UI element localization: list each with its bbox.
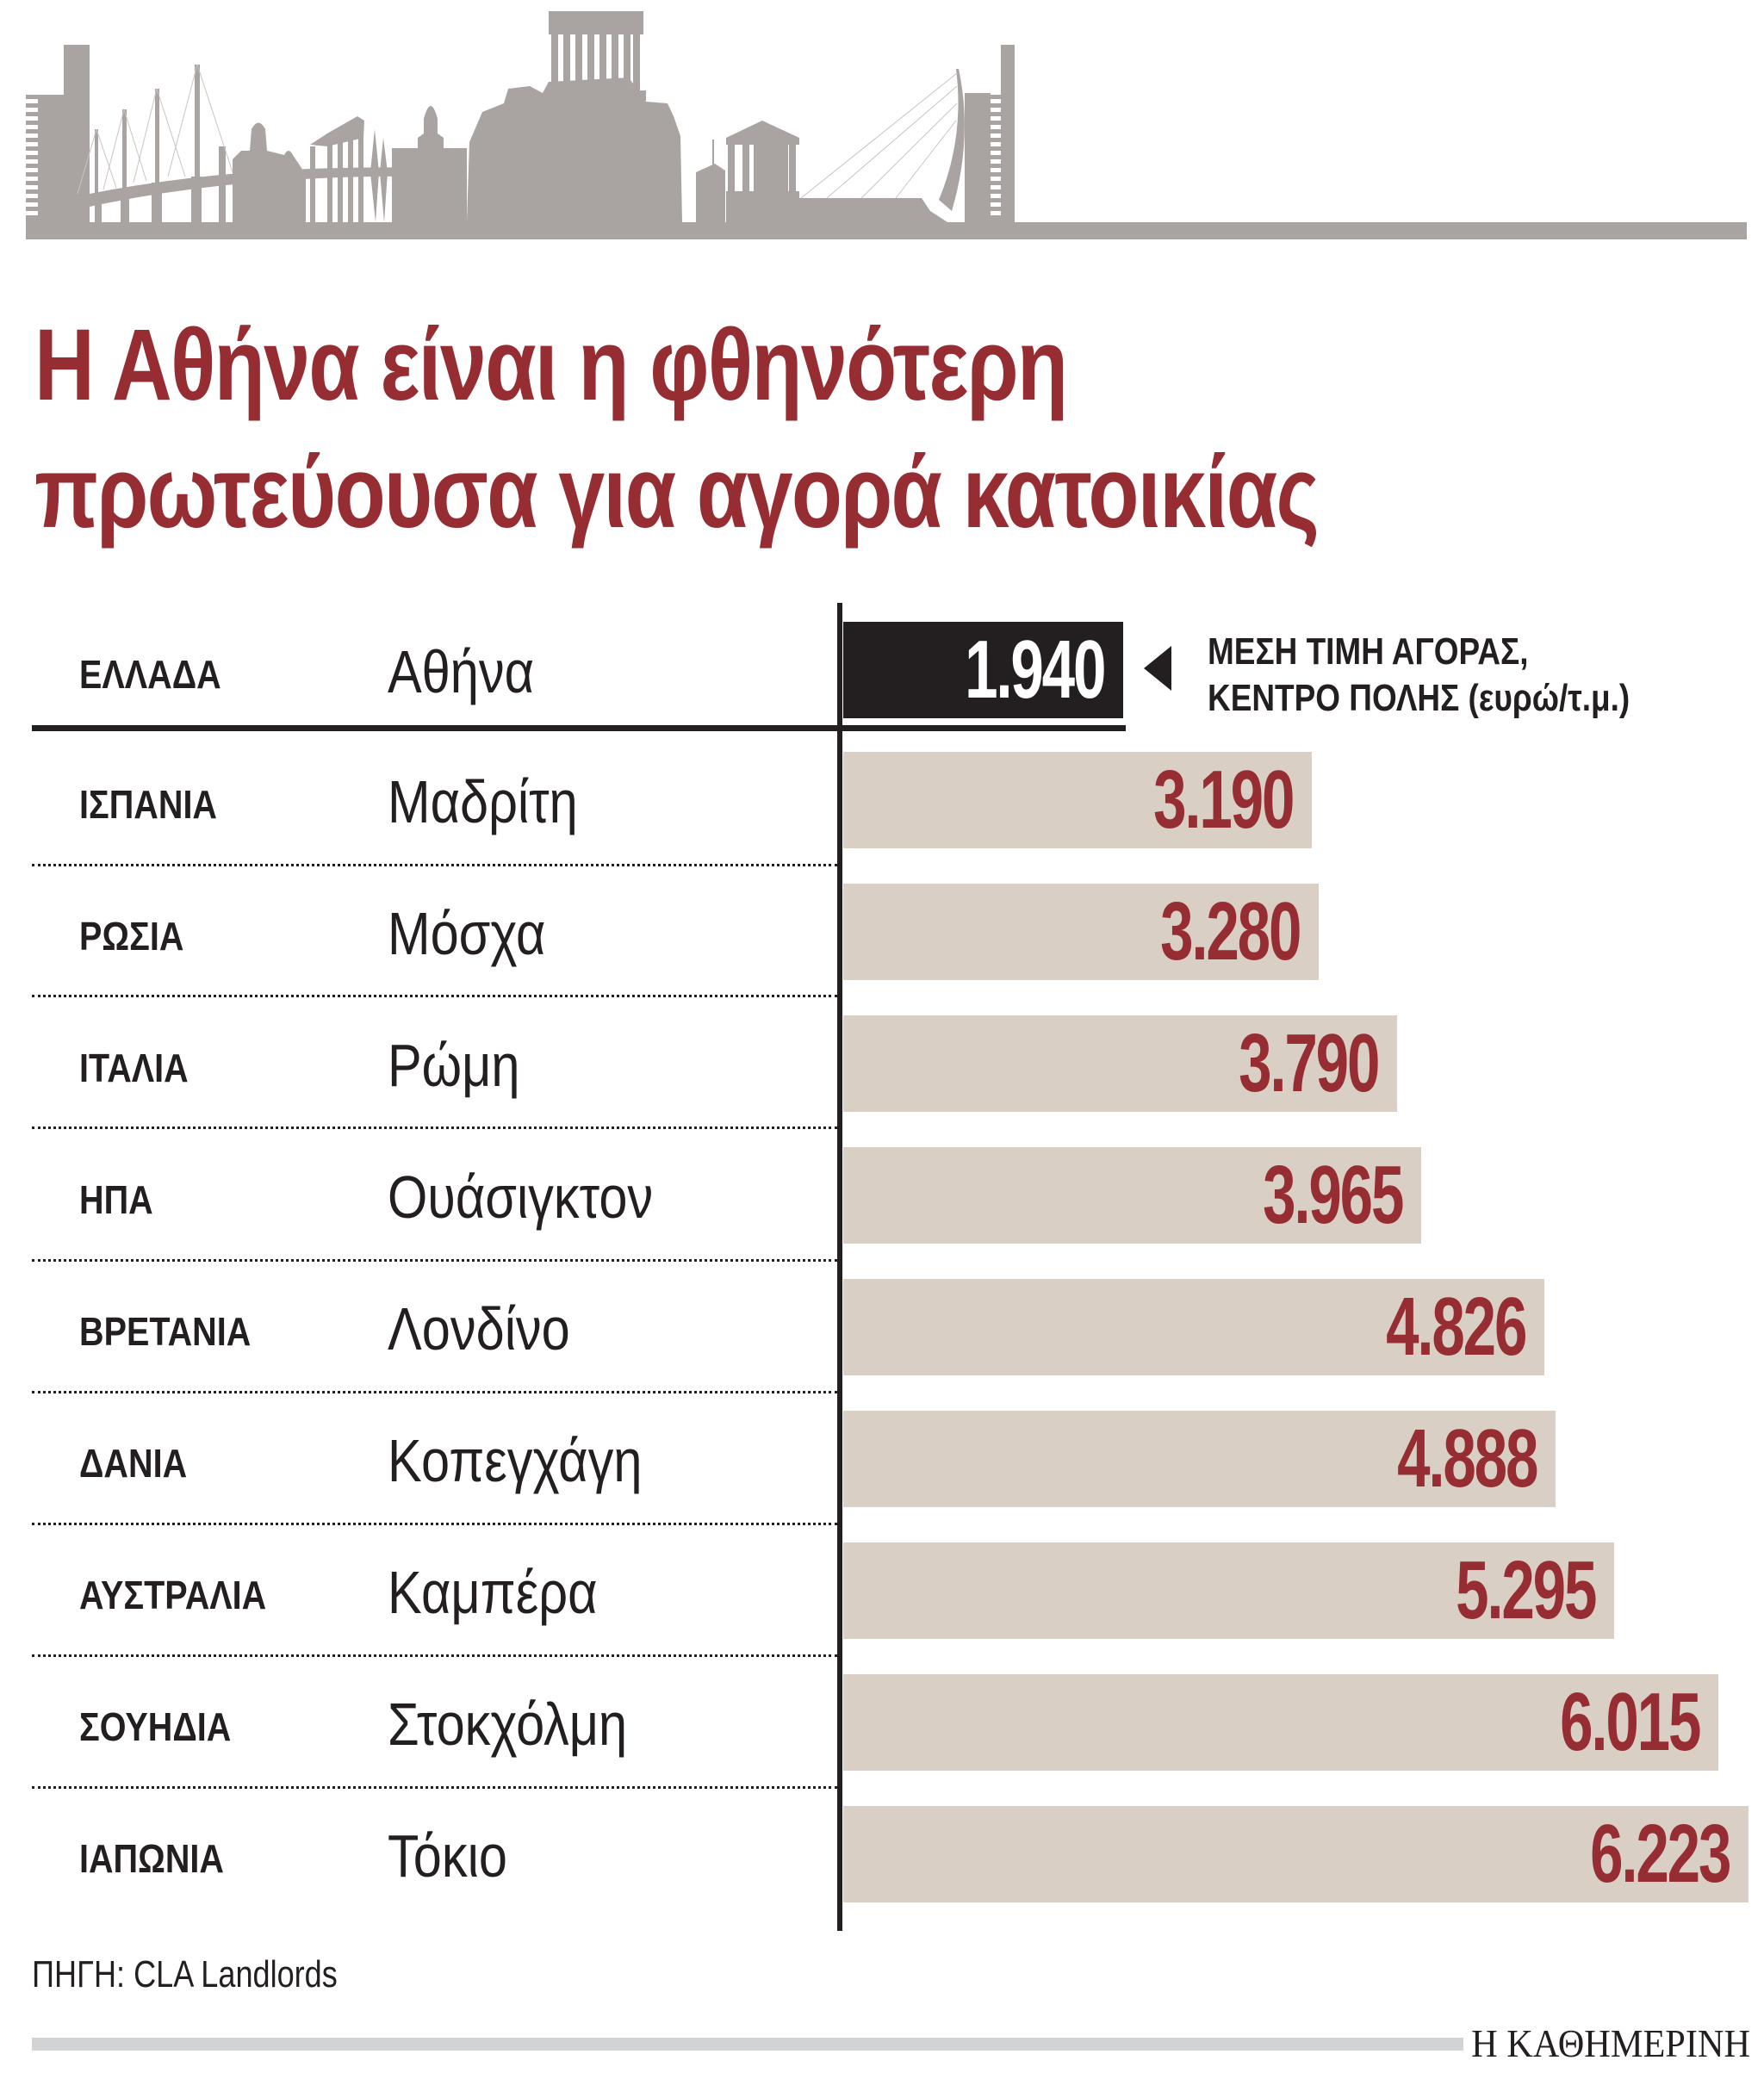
- bar: 4.826: [843, 1279, 1544, 1375]
- city-label: Κοπεγχάγη: [388, 1427, 643, 1494]
- country-label: ΔΑΝΙΑ: [79, 1441, 188, 1486]
- chart-row: ΣΟΥΗΔΙΑ Στοκχόλμη 6.015: [0, 1660, 1764, 1792]
- bar-value-label: 4.826: [1385, 1281, 1527, 1373]
- bar-highlight: 1.940: [843, 622, 1123, 718]
- country-label: ΡΩΣΙΑ: [79, 914, 184, 959]
- country-label: ΑΥΣΤΡΑΛΙΑ: [79, 1573, 267, 1617]
- city-label: Αθήνα: [388, 638, 535, 705]
- country-label: ΣΟΥΗΔΙΑ: [79, 1704, 232, 1749]
- chart-title: Η Αθήνα είναι η φθηνότερη πρωτεύουσα για…: [34, 301, 1320, 556]
- city-label: Μαδρίτη: [388, 768, 578, 835]
- bar: 3.190: [843, 752, 1312, 848]
- bar-value-label: 5.295: [1455, 1544, 1597, 1636]
- city-label: Μόσχα: [388, 900, 546, 967]
- bar-value-label: 1.940: [964, 624, 1106, 716]
- city-label: Ουάσιγκτον: [388, 1164, 654, 1231]
- country-label: ΗΠΑ: [79, 1177, 153, 1222]
- country-label: ΙΣΠΑΝΙΑ: [79, 782, 218, 827]
- city-label: Στοκχόλμη: [388, 1691, 628, 1758]
- highlight-separator-line: [32, 725, 1126, 731]
- chart-axis-line: [837, 603, 842, 1931]
- legend-label: ΜΕΣΗ ΤΙΜΗ ΑΓΟΡΑΣ, ΚΕΝΤΡΟ ΠΟΛΗΣ (ευρώ/τ.μ…: [1208, 629, 1630, 722]
- dotted-row-divider: [32, 1126, 837, 1129]
- dotted-row-divider: [32, 1523, 837, 1525]
- bar: 3.280: [843, 884, 1319, 980]
- dotted-row-divider: [32, 864, 837, 866]
- chart-row: ΗΠΑ Ουάσιγκτον 3.965: [0, 1133, 1764, 1265]
- chart-row: ΕΛΛΑΔΑ Αθήνα 1.940: [0, 606, 1764, 738]
- dotted-row-divider: [32, 1786, 837, 1789]
- bar-value-label: 6.015: [1559, 1676, 1701, 1768]
- bar: 3.790: [843, 1015, 1397, 1112]
- chart-row: ΙΤΑΛΙΑ Ρώμη 3.790: [0, 1002, 1764, 1133]
- dotted-row-divider: [32, 1259, 837, 1262]
- city-label: Ρώμη: [388, 1032, 520, 1099]
- bar: 6.223: [843, 1806, 1748, 1902]
- bar-value-label: 4.888: [1396, 1412, 1538, 1505]
- bar: 4.888: [843, 1411, 1556, 1507]
- publisher-logo: Η ΚΑΘΗΜΕΡΙΝΗ: [1471, 2021, 1750, 2065]
- bar: 5.295: [843, 1542, 1614, 1639]
- legend-line-2: ΚΕΝΤΡΟ ΠΟΛΗΣ (ευρώ/τ.μ.): [1208, 677, 1630, 719]
- bar-value-label: 3.965: [1262, 1149, 1404, 1241]
- footer-rule: [32, 2038, 1463, 2051]
- city-label: Τόκιο: [388, 1822, 507, 1890]
- bar-value-label: 3.190: [1152, 754, 1295, 846]
- country-label: ΙΑΠΩΝΙΑ: [79, 1836, 224, 1881]
- bar-value-label: 3.280: [1159, 885, 1301, 977]
- city-label: Λονδίνο: [388, 1295, 570, 1362]
- bar: 6.015: [843, 1674, 1718, 1771]
- bar-value-label: 6.223: [1589, 1808, 1731, 1900]
- chart-row: ΡΩΣΙΑ Μόσχα 3.280: [0, 870, 1764, 1002]
- triangle-left-pointer-icon: [1144, 646, 1171, 691]
- athens-skyline-illustration: [26, 11, 1747, 239]
- bar: 3.965: [843, 1147, 1421, 1244]
- source-note: ΠΗΓΗ: CLA Landlords: [32, 1953, 338, 1995]
- city-label: Καμπέρα: [388, 1559, 598, 1626]
- chart-row: ΒΡΕΤΑΝΙΑ Λονδίνο 4.826: [0, 1265, 1764, 1397]
- country-label: ΒΡΕΤΑΝΙΑ: [79, 1309, 252, 1354]
- chart-row: ΑΥΣΤΡΑΛΙΑ Καμπέρα 5.295: [0, 1529, 1764, 1660]
- dotted-row-divider: [32, 995, 837, 997]
- dotted-row-divider: [32, 1391, 837, 1393]
- country-label: ΙΤΑΛΙΑ: [79, 1046, 189, 1090]
- title-line-1: Η Αθήνα είναι η φθηνότερη: [34, 308, 1068, 422]
- chart-row: ΙΑΠΩΝΙΑ Τόκιο 6.223: [0, 1792, 1764, 1924]
- chart-row: ΔΑΝΙΑ Κοπεγχάγη 4.888: [0, 1397, 1764, 1529]
- bar-value-label: 3.790: [1238, 1017, 1380, 1109]
- country-label: ΕΛΛΑΔΑ: [79, 652, 221, 697]
- dotted-row-divider: [32, 1654, 837, 1657]
- title-line-2: πρωτεύουσα για αγορά κατοικίας: [34, 436, 1320, 549]
- legend-line-1: ΜΕΣΗ ΤΙΜΗ ΑΓΟΡΑΣ,: [1208, 630, 1529, 673]
- chart-row: ΙΣΠΑΝΙΑ Μαδρίτη 3.190: [0, 738, 1764, 870]
